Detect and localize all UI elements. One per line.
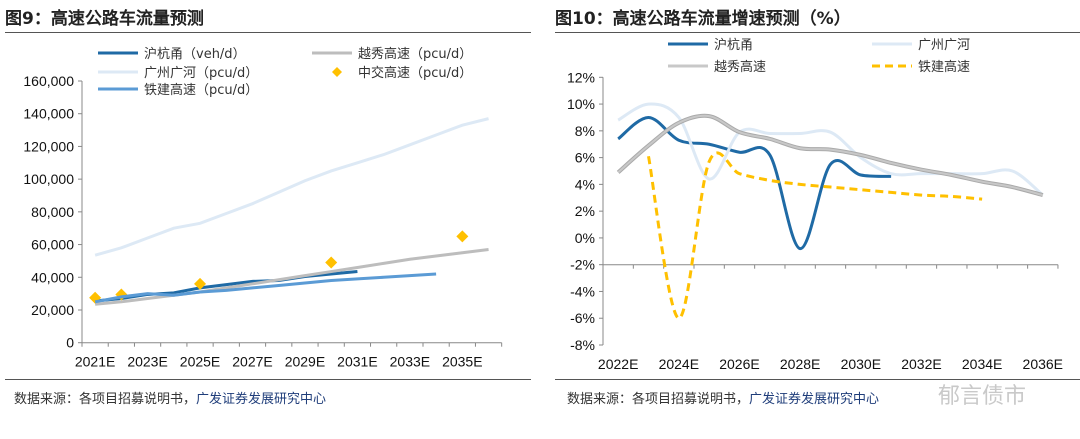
chart-title-right: 图10：高速公路车流量增速预测（%） [555, 9, 851, 29]
y-tick-label: 20,000 [31, 302, 74, 318]
y-tick-label: 2% [575, 203, 595, 219]
y-tick-label: -6% [570, 310, 595, 326]
y-tick-label: 10% [567, 96, 595, 112]
legend-label: 广州广河 [918, 38, 970, 53]
data-point-marker [194, 277, 207, 290]
series-line [94, 117, 489, 257]
source-text: 数据来源：各项目招募说明书， [567, 392, 750, 407]
x-tick-label: 2028E [780, 356, 820, 372]
series-line [617, 102, 1044, 197]
series-line-outline [616, 113, 1044, 198]
legend-label: 越秀高速 [714, 59, 766, 75]
source-org: 广发证券发展研究中心 [749, 392, 880, 407]
x-tick-label: 2022E [598, 356, 638, 372]
legend-label: 越秀高速（pcu/d） [358, 46, 472, 62]
x-tick-label: 2026E [719, 356, 759, 372]
x-tick-label: 2032E [901, 356, 941, 372]
legend-label: 中交高速（pcu/d） [358, 65, 472, 81]
title-divider-right [555, 32, 1080, 33]
x-tick-label: 2027E [232, 354, 272, 370]
y-tick-label: 0% [575, 230, 595, 246]
y-tick-label: 0 [66, 335, 74, 351]
y-tick-label: 60,000 [31, 237, 74, 253]
source-note-left: 数据来源：各项目招募说明书，广发证券发展研究中心 [14, 388, 326, 407]
y-tick-label: 100,000 [23, 171, 74, 187]
legend-marker [332, 67, 342, 77]
x-tick-label: 2024E [659, 356, 699, 372]
legend-label: 广州广河（pcu/d） [144, 66, 258, 81]
chart-title-left: 图9：高速公路车流量预测 [5, 9, 204, 29]
y-tick-label: 160,000 [23, 73, 74, 89]
series-line [647, 151, 983, 320]
series-line [617, 114, 1044, 197]
y-tick-label: 140,000 [23, 106, 74, 122]
series-line [94, 272, 437, 304]
watermark: 郁言债市 [938, 384, 1027, 409]
series-line [94, 247, 489, 306]
source-note-right: 数据来源：各项目招募说明书，广发证券发展研究中心 [567, 388, 879, 407]
source-text: 数据来源：各项目招募说明书， [14, 392, 197, 407]
x-tick-label: 2035E [442, 354, 482, 370]
legend-label: 沪杭甬 [714, 37, 753, 53]
x-tick-label: 2021E [75, 354, 115, 370]
y-tick-label: -8% [570, 337, 595, 353]
footer-divider-left [5, 379, 531, 380]
x-tick-label: 2025E [180, 354, 220, 370]
legend-label: 铁建高速 [918, 59, 970, 75]
data-point-marker [325, 256, 338, 269]
y-tick-label: 120,000 [23, 138, 74, 154]
x-tick-label: 2031E [337, 354, 377, 370]
data-point-marker [456, 230, 469, 243]
y-tick-label: -2% [570, 257, 595, 273]
y-tick-label: 80,000 [31, 204, 74, 220]
legend-label: 沪杭甬（veh/d） [144, 46, 246, 62]
x-tick-label: 2033E [390, 354, 430, 370]
x-tick-label: 2034E [962, 356, 1002, 372]
y-tick-label: 8% [575, 123, 595, 139]
x-tick-label: 2023E [127, 354, 167, 370]
y-tick-label: 12% [567, 69, 595, 85]
x-tick-label: 2030E [841, 356, 881, 372]
y-tick-label: -4% [570, 283, 595, 299]
legend-label: 铁建高速（pcu/d） [144, 82, 258, 98]
x-tick-label: 2036E [1023, 356, 1063, 372]
title-divider-left [5, 32, 531, 33]
x-tick-label: 2029E [285, 354, 325, 370]
y-tick-label: 40,000 [31, 269, 74, 285]
footer-divider-right [555, 379, 1080, 380]
y-tick-label: 6% [575, 150, 595, 166]
source-org: 广发证券发展研究中心 [196, 392, 327, 407]
y-tick-label: 4% [575, 176, 595, 192]
